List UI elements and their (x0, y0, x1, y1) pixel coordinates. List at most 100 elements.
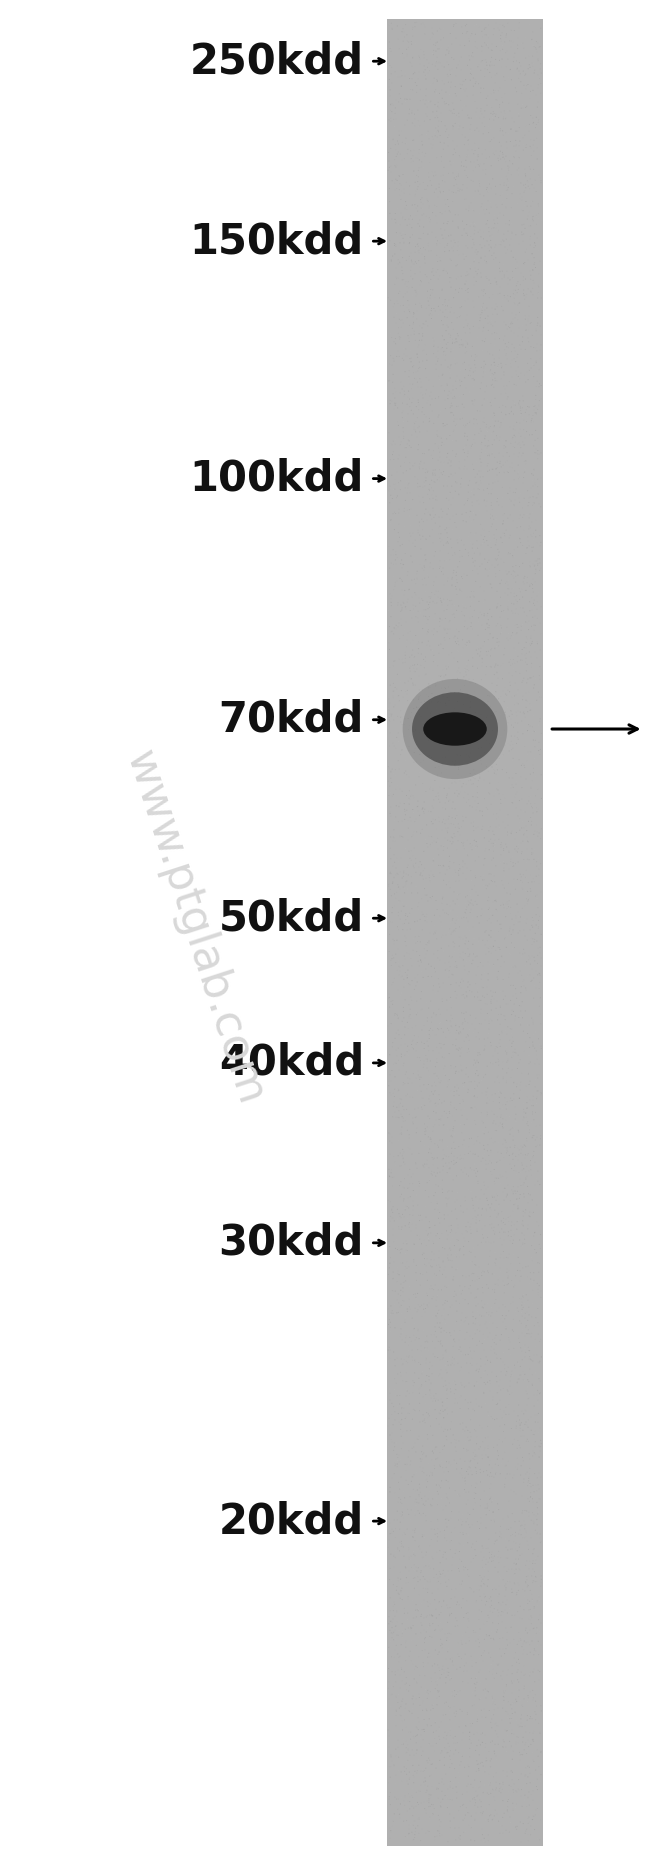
Point (441, 683, 452, 712)
Point (524, 1041, 534, 1070)
Point (530, 1439, 541, 1469)
Point (437, 696, 447, 725)
Point (424, 1482, 435, 1512)
Point (452, 1178, 463, 1208)
Point (422, 560, 433, 590)
Point (439, 586, 450, 616)
Point (523, 1315, 534, 1345)
Point (462, 981, 472, 1011)
Point (478, 870, 489, 900)
Point (530, 1755, 541, 1785)
Point (415, 983, 426, 1013)
Point (502, 818, 513, 848)
Point (527, 1224, 538, 1254)
Point (464, 1627, 474, 1657)
Point (389, 1146, 400, 1176)
Point (493, 549, 504, 579)
Point (426, 171, 437, 200)
Point (489, 98, 499, 128)
Point (404, 1818, 414, 1848)
Point (420, 1770, 430, 1799)
Point (516, 28, 526, 58)
Point (457, 1742, 467, 1772)
Point (409, 1230, 419, 1260)
Point (526, 965, 537, 994)
Point (407, 313, 417, 343)
Point (403, 850, 413, 879)
Point (532, 1488, 542, 1517)
Point (492, 1458, 502, 1488)
Point (385, 286, 396, 315)
Point (430, 113, 441, 143)
Point (506, 735, 517, 764)
Point (486, 269, 496, 299)
Point (502, 313, 512, 343)
Point (482, 1135, 493, 1165)
Point (428, 774, 439, 803)
Point (417, 130, 428, 160)
Point (474, 540, 485, 569)
Point (458, 1790, 468, 1820)
Point (480, 430, 490, 460)
Point (488, 1682, 498, 1712)
Point (419, 1636, 429, 1666)
Point (514, 1764, 524, 1794)
Point (458, 1230, 468, 1260)
Point (498, 451, 508, 480)
Point (512, 1597, 523, 1627)
Point (399, 178, 410, 208)
Point (385, 445, 396, 475)
Point (531, 861, 541, 890)
Point (525, 551, 535, 581)
Point (412, 343, 423, 373)
Point (428, 1180, 438, 1209)
Point (528, 1198, 539, 1228)
Point (462, 788, 472, 818)
Point (459, 477, 469, 506)
Point (433, 1783, 443, 1812)
Point (492, 258, 502, 288)
Point (414, 1282, 424, 1311)
Point (480, 1606, 490, 1636)
Point (454, 1013, 465, 1043)
Point (503, 738, 514, 768)
Point (415, 842, 426, 872)
Point (527, 792, 538, 822)
Point (436, 306, 447, 336)
Point (523, 1569, 533, 1599)
Point (431, 562, 441, 592)
Point (514, 807, 525, 837)
Point (532, 395, 543, 425)
Point (394, 323, 404, 352)
Point (426, 1007, 437, 1037)
Point (389, 1588, 399, 1618)
Point (445, 607, 455, 636)
Point (424, 519, 434, 549)
Point (476, 1300, 487, 1330)
Point (409, 1230, 419, 1260)
Point (484, 555, 495, 584)
Point (476, 792, 486, 822)
Point (453, 174, 463, 204)
Point (486, 193, 497, 223)
Point (511, 1414, 521, 1443)
Point (499, 145, 510, 174)
Point (402, 1295, 412, 1324)
Point (479, 1367, 489, 1397)
Point (490, 1460, 501, 1490)
Point (418, 877, 428, 907)
Point (454, 302, 465, 332)
Point (394, 792, 404, 822)
Point (512, 1675, 523, 1705)
Point (396, 1193, 407, 1222)
Point (467, 332, 478, 362)
Point (496, 735, 506, 764)
Point (475, 835, 486, 864)
Point (508, 1794, 519, 1823)
Point (392, 1571, 402, 1601)
Point (444, 608, 454, 638)
Point (506, 1031, 517, 1061)
Point (428, 1380, 438, 1410)
Point (450, 365, 461, 395)
Point (454, 1757, 464, 1786)
